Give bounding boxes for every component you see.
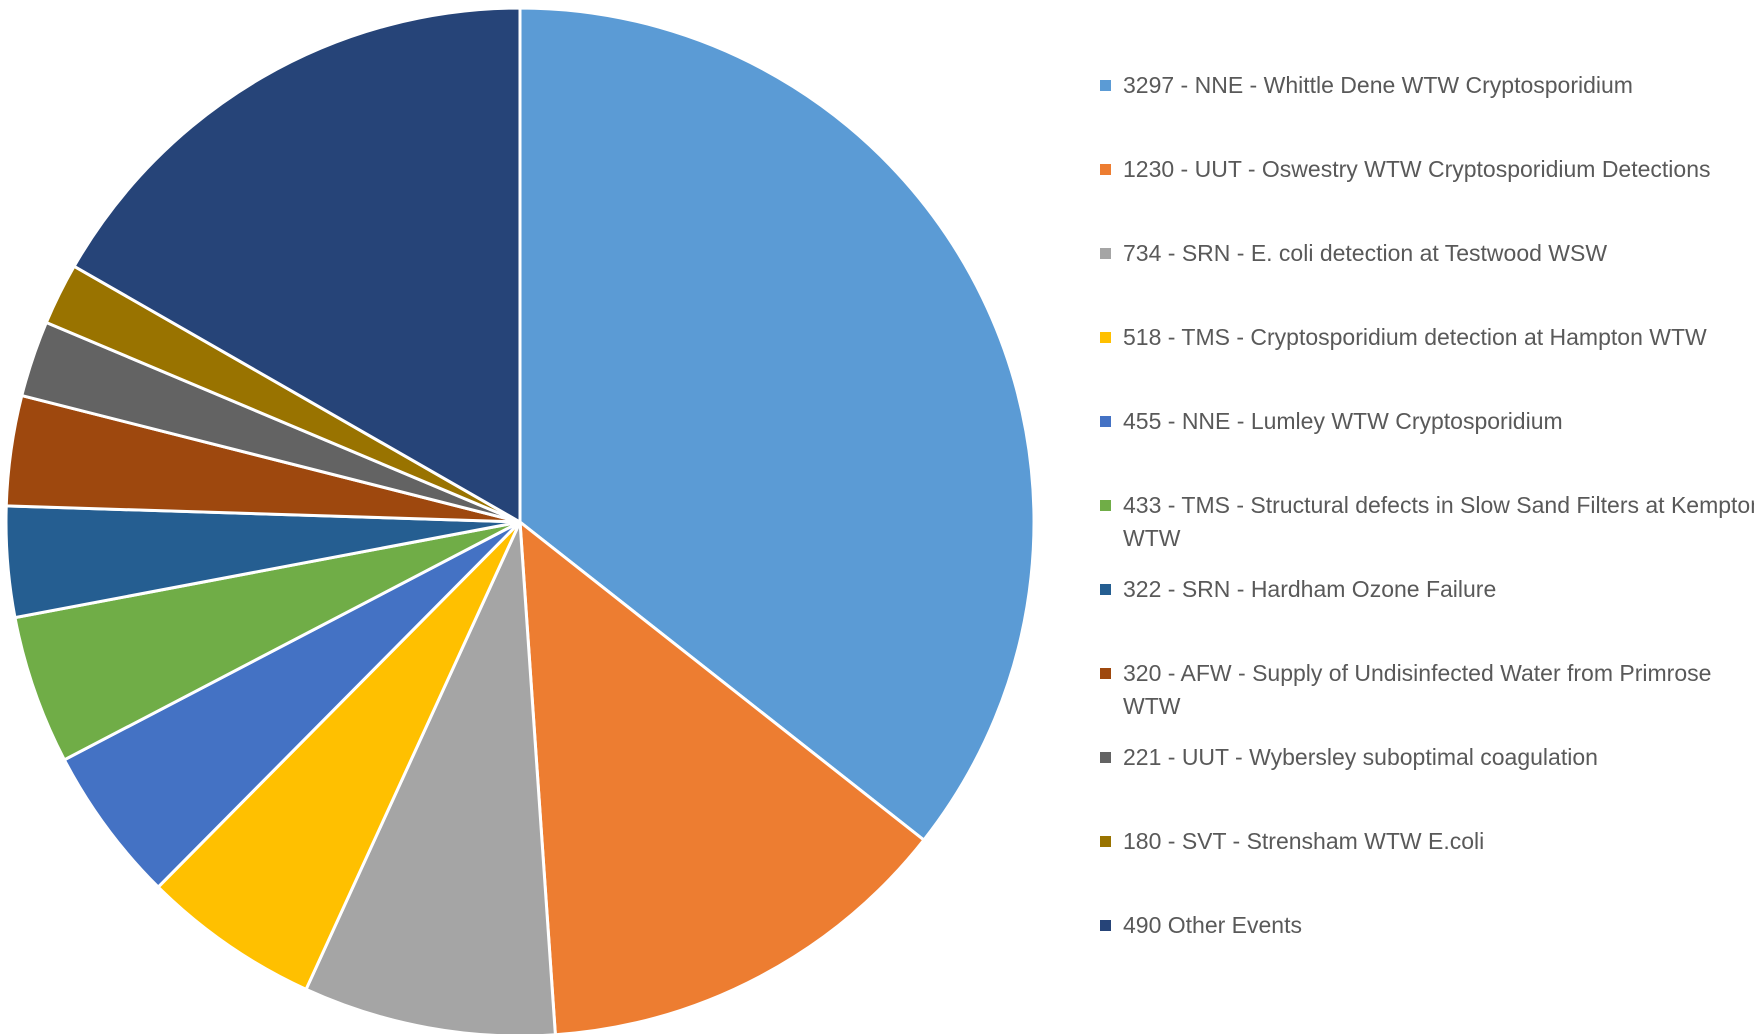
pie-slice [304, 521, 557, 1034]
legend-swatch [1100, 248, 1111, 259]
legend-item: 320 - AFW - Supply of Undisinfected Wate… [1100, 657, 1754, 723]
legend-item: 180 - SVT - Strensham WTW E.coli [1100, 825, 1754, 858]
legend-label: 322 - SRN - Hardham Ozone Failure [1123, 576, 1497, 602]
legend-swatch [1100, 836, 1111, 847]
legend-item: 322 - SRN - Hardham Ozone Failure [1100, 573, 1754, 606]
legend-item: 518 - TMS - Cryptosporidium detection at… [1100, 321, 1754, 354]
legend-swatch [1100, 752, 1111, 763]
legend-item: 433 - TMS - Structural defects in Slow S… [1100, 489, 1754, 555]
legend-swatch [1100, 416, 1111, 427]
legend-swatch [1100, 500, 1111, 511]
legend-item: 734 - SRN - E. coli detection at Testwoo… [1100, 237, 1754, 270]
legend-label: 490 Other Events [1123, 912, 1302, 938]
legend-swatch [1100, 332, 1111, 343]
legend-label: 180 - SVT - Strensham WTW E.coli [1123, 828, 1485, 854]
pie-slice [72, 6, 522, 525]
legend-label: 1230 - UUT - Oswestry WTW Cryptosporidiu… [1123, 156, 1711, 182]
legend-label: 433 - TMS - Structural defects in Slow S… [1123, 492, 1754, 551]
legend-item: 455 - NNE - Lumley WTW Cryptosporidium [1100, 405, 1754, 438]
legend-swatch [1100, 920, 1111, 931]
pie-slice [518, 6, 1036, 843]
legend-label: 518 - TMS - Cryptosporidium detection at… [1123, 324, 1707, 350]
legend-label: 455 - NNE - Lumley WTW Cryptosporidium [1123, 408, 1563, 434]
legend-label: 320 - AFW - Supply of Undisinfected Wate… [1123, 660, 1712, 719]
legend-label: 3297 - NNE - Whittle Dene WTW Cryptospor… [1123, 72, 1633, 98]
pie-slice [62, 520, 522, 890]
legend-label: 221 - UUT - Wybersley suboptimal coagula… [1123, 744, 1598, 770]
legend-swatch [1100, 80, 1111, 91]
legend-item: 3297 - NNE - Whittle Dene WTW Cryptospor… [1100, 69, 1754, 102]
legend-swatch [1100, 584, 1111, 595]
legend-item: 490 Other Events [1100, 909, 1754, 942]
legend-label: 734 - SRN - E. coli detection at Testwoo… [1123, 240, 1608, 266]
legend-item: 221 - UUT - Wybersley suboptimal coagula… [1100, 741, 1754, 774]
legend-swatch [1100, 668, 1111, 679]
legend-item: 1230 - UUT - Oswestry WTW Cryptosporidiu… [1100, 153, 1754, 186]
pie-slice [518, 518, 926, 1034]
pie-slice [156, 520, 522, 992]
legend-swatch [1100, 164, 1111, 175]
